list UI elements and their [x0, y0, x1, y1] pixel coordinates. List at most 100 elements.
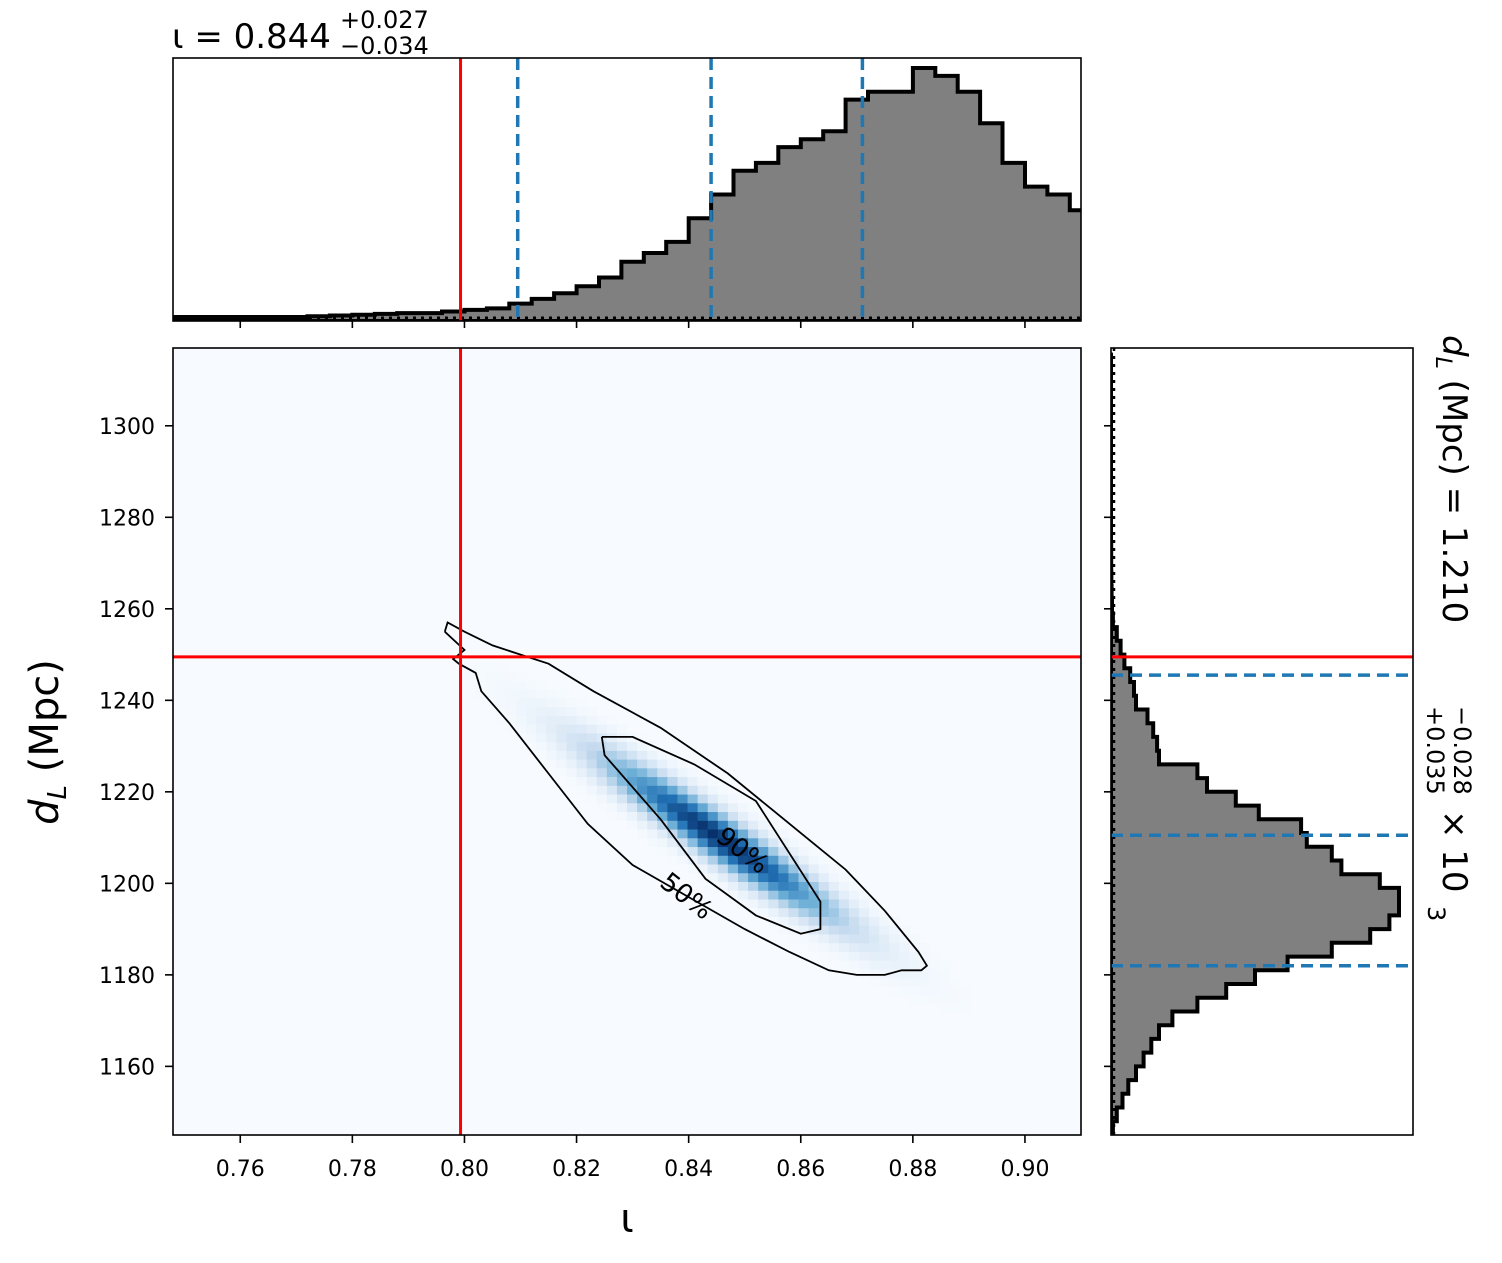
- heatmap-cell: [616, 802, 628, 813]
- heatmap-cell: [788, 916, 800, 926]
- heatmap-cell: [919, 995, 931, 1005]
- heatmap-cell: [495, 689, 507, 699]
- heatmap-cell: [637, 776, 648, 786]
- heatmap-cell: [798, 855, 810, 865]
- heatmap-cell: [808, 933, 820, 944]
- heatmap-cell: [939, 995, 951, 1005]
- heatmap-cell: [516, 680, 527, 690]
- heatmap-cell: [667, 820, 679, 830]
- heatmap-cell: [596, 785, 608, 795]
- heatmap-cell: [546, 750, 557, 760]
- heatmap-cell: [768, 820, 779, 830]
- x-tick-label: 0.84: [664, 1157, 713, 1182]
- heatmap-cell: [879, 977, 890, 987]
- heatmap-cell: [879, 942, 890, 952]
- heatmap-cell: [707, 846, 719, 856]
- heatmap-cell: [717, 828, 729, 839]
- heatmap-cell: [758, 881, 769, 891]
- heatmap-cell: [899, 951, 911, 961]
- heatmap-cell: [657, 837, 668, 848]
- heatmap-cell: [586, 724, 598, 734]
- heatmap-cell: [576, 715, 588, 725]
- heatmap-cell: [586, 776, 598, 786]
- heatmap-cell: [516, 697, 527, 708]
- x-tick-label: 0.88: [888, 1157, 937, 1182]
- heatmap-cell: [748, 881, 759, 891]
- heatmap-cell: [596, 793, 608, 804]
- heatmap-cell: [536, 697, 547, 708]
- heatmap-cell: [687, 863, 699, 874]
- heatmap-cell: [576, 785, 588, 795]
- heatmap-cell: [869, 916, 880, 926]
- heatmap-cell: [828, 881, 840, 891]
- heatmap-cell: [818, 951, 830, 961]
- heatmap-cell: [475, 671, 487, 681]
- heatmap-cell: [838, 925, 850, 935]
- heatmap-cell: [899, 933, 911, 944]
- x-tick-label: 0.90: [1000, 1157, 1049, 1182]
- heatmap-cell: [657, 793, 668, 804]
- heatmap-cell: [758, 898, 769, 909]
- heatmap-cell: [748, 820, 759, 830]
- heatmap-cell: [586, 785, 598, 795]
- heatmap-cell: [596, 715, 608, 725]
- heatmap-cell: [778, 925, 790, 935]
- heatmap-cell: [838, 890, 850, 900]
- heatmap-cell: [667, 837, 679, 848]
- heatmap-cell: [707, 881, 719, 891]
- heatmap-cell: [586, 715, 598, 725]
- heatmap-cell: [727, 872, 739, 883]
- heatmap-cell: [889, 942, 900, 952]
- heatmap-cell: [637, 802, 648, 813]
- heatmap-cell: [848, 890, 860, 900]
- heatmap-cell: [737, 820, 749, 830]
- heatmap-cell: [889, 986, 900, 996]
- heatmap-cell: [657, 767, 668, 778]
- right-title-scale-base: × 10: [1434, 810, 1474, 893]
- x-tick-label: 0.86: [776, 1157, 825, 1182]
- heatmap-cell: [576, 750, 588, 760]
- heatmap-cell: [778, 855, 790, 865]
- heatmap-cell: [657, 750, 668, 760]
- heatmap-cell: [616, 758, 628, 769]
- heatmap-cell: [939, 986, 951, 996]
- heatmap-cell: [596, 758, 608, 769]
- heatmap-cell: [869, 942, 880, 952]
- heatmap-cell: [889, 960, 900, 970]
- heatmap-cell: [727, 837, 739, 848]
- heatmap-cell: [566, 706, 578, 716]
- heatmap-cell: [848, 925, 860, 935]
- heatmap-cell: [838, 951, 850, 961]
- heatmap-cell: [697, 776, 709, 786]
- heatmap-cell: [526, 715, 537, 725]
- heatmap-cell: [647, 785, 658, 795]
- heatmap-cell: [758, 855, 769, 865]
- right-title-sub-l: L: [1430, 357, 1455, 369]
- heatmap-cell: [859, 916, 870, 926]
- heatmap-cell: [808, 907, 820, 917]
- heatmap-cell: [677, 846, 689, 856]
- right-title-scale: × 10: [1434, 810, 1474, 893]
- heatmap-cell: [566, 724, 578, 734]
- heatmap-cell: [657, 820, 668, 830]
- heatmap-cell: [637, 767, 648, 778]
- heatmap-cell: [727, 846, 739, 856]
- heatmap-cell: [647, 776, 658, 786]
- heatmap-cell: [616, 741, 628, 751]
- heatmap-cell: [808, 872, 820, 883]
- heatmap-cell: [627, 820, 638, 830]
- heatmap-cell: [808, 863, 820, 874]
- heatmap-cell: [808, 898, 820, 909]
- x-tick-label: 0.82: [552, 1157, 601, 1182]
- heatmap-cell: [758, 907, 769, 917]
- heatmap-cell: [516, 689, 527, 699]
- heatmap-cell: [909, 977, 921, 987]
- heatmap-cell: [788, 925, 800, 935]
- heatmap-cell: [576, 697, 588, 708]
- heatmap-cell: [748, 872, 759, 883]
- x-axis-ticks: 0.76 0.78 0.80 0.82 0.84 0.86 0.88 0.90: [216, 1135, 1049, 1182]
- heatmap-cell: [667, 811, 679, 821]
- heatmap-cell: [798, 846, 810, 856]
- heatmap-cell: [717, 846, 729, 856]
- heatmap-cell: [697, 828, 709, 839]
